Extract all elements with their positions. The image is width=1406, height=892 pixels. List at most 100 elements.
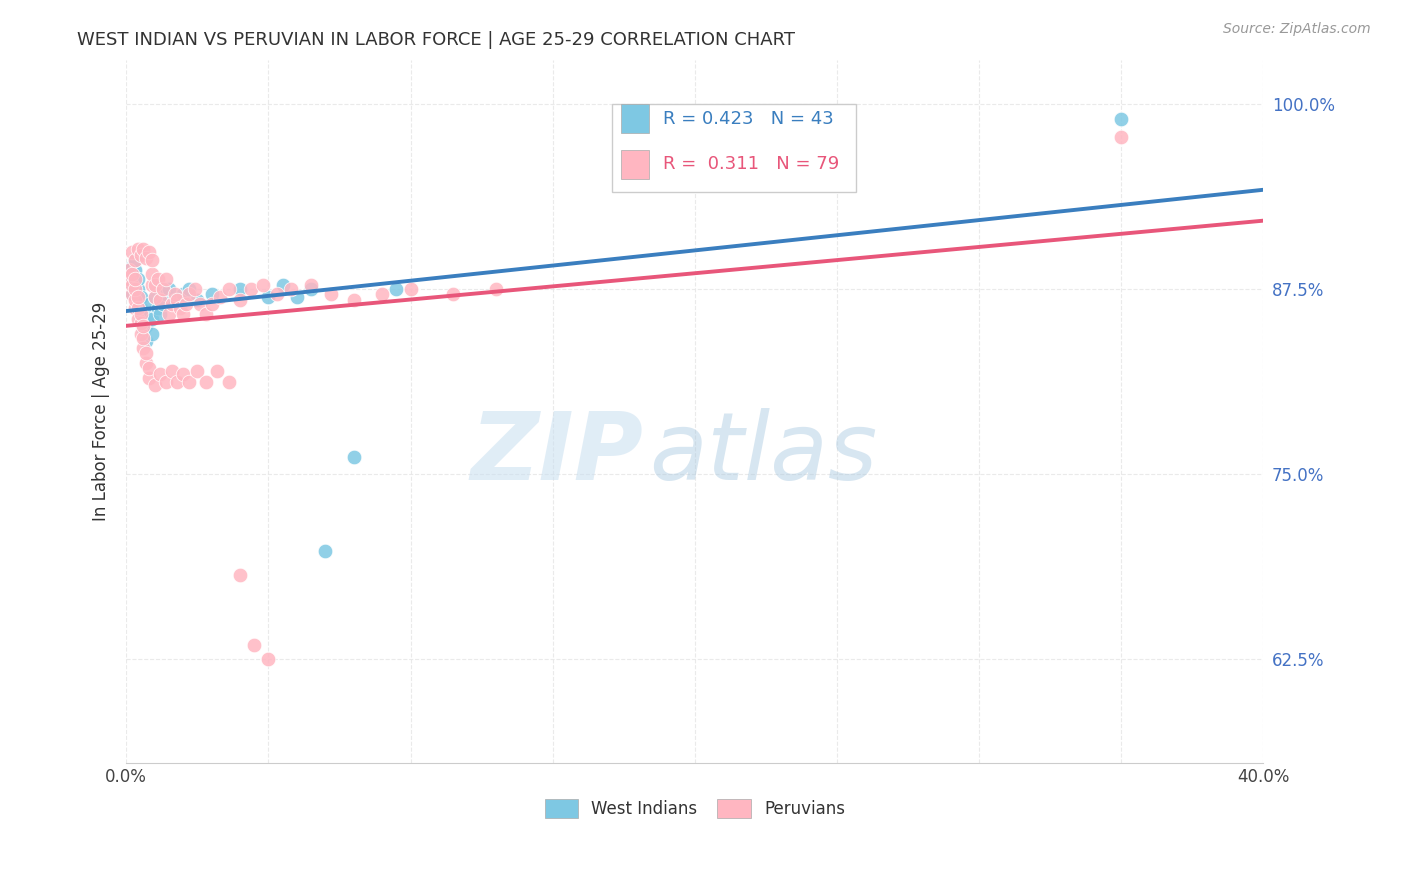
- Point: [135, 334, 157, 348]
- Point: [314, 544, 336, 558]
- Point: [141, 252, 163, 267]
- Point: [285, 289, 308, 303]
- Point: [127, 272, 149, 286]
- Point: [138, 297, 160, 311]
- Text: atlas: atlas: [650, 408, 877, 500]
- Point: [399, 282, 422, 296]
- Point: [152, 297, 174, 311]
- Point: [118, 263, 141, 277]
- Point: [124, 263, 146, 277]
- Point: [141, 311, 163, 326]
- Point: [266, 286, 288, 301]
- Point: [183, 282, 205, 296]
- Point: [194, 307, 217, 321]
- Point: [218, 376, 240, 390]
- Point: [172, 307, 194, 321]
- Point: [194, 376, 217, 390]
- Point: [141, 277, 163, 292]
- Point: [132, 322, 155, 336]
- Point: [343, 450, 366, 464]
- Point: [129, 307, 152, 321]
- Point: [271, 277, 294, 292]
- Point: [343, 293, 366, 307]
- Point: [146, 301, 169, 316]
- Point: [1111, 112, 1133, 126]
- Point: [155, 376, 177, 390]
- Point: [485, 282, 508, 296]
- Point: [124, 293, 146, 307]
- Point: [143, 277, 166, 292]
- Point: [118, 263, 141, 277]
- Point: [371, 286, 394, 301]
- Point: [141, 326, 163, 341]
- Point: [135, 319, 157, 334]
- FancyBboxPatch shape: [612, 104, 856, 192]
- Point: [127, 289, 149, 303]
- Point: [132, 319, 155, 334]
- Point: [127, 301, 149, 316]
- Point: [209, 289, 232, 303]
- Point: [157, 282, 180, 296]
- Point: [157, 307, 180, 321]
- Point: [143, 289, 166, 303]
- Point: [177, 282, 200, 296]
- Point: [257, 652, 280, 666]
- Point: [132, 311, 155, 326]
- Point: [138, 360, 160, 375]
- Point: [135, 346, 157, 360]
- Point: [385, 282, 408, 296]
- Point: [138, 245, 160, 260]
- Point: [127, 242, 149, 256]
- Point: [121, 260, 143, 274]
- Point: [132, 342, 155, 356]
- Point: [200, 297, 222, 311]
- Point: [229, 282, 252, 296]
- Point: [218, 282, 240, 296]
- Point: [135, 356, 157, 370]
- Point: [240, 282, 263, 296]
- Text: R = 0.423   N = 43: R = 0.423 N = 43: [664, 110, 834, 128]
- Point: [280, 282, 302, 296]
- Point: [166, 376, 188, 390]
- Point: [129, 311, 152, 326]
- Point: [132, 331, 155, 345]
- Point: [155, 272, 177, 286]
- Point: [200, 286, 222, 301]
- Point: [160, 364, 183, 378]
- Text: Source: ZipAtlas.com: Source: ZipAtlas.com: [1223, 22, 1371, 37]
- Point: [149, 367, 172, 381]
- Point: [121, 245, 143, 260]
- Point: [127, 311, 149, 326]
- Point: [124, 301, 146, 316]
- Point: [257, 289, 280, 303]
- Text: R =  0.311   N = 79: R = 0.311 N = 79: [664, 155, 839, 173]
- Point: [155, 286, 177, 301]
- Point: [146, 272, 169, 286]
- Point: [124, 252, 146, 267]
- Point: [186, 364, 208, 378]
- Bar: [621, 150, 650, 179]
- Point: [174, 297, 197, 311]
- Point: [166, 293, 188, 307]
- Point: [129, 289, 152, 303]
- Point: [132, 242, 155, 256]
- Point: [124, 282, 146, 296]
- Point: [135, 251, 157, 265]
- Point: [152, 282, 174, 296]
- Point: [229, 568, 252, 582]
- Point: [124, 252, 146, 267]
- Point: [163, 293, 186, 307]
- Point: [160, 297, 183, 311]
- Point: [319, 286, 342, 301]
- Point: [129, 326, 152, 341]
- Bar: [621, 104, 650, 134]
- Point: [188, 297, 211, 311]
- Text: WEST INDIAN VS PERUVIAN IN LABOR FORCE | AGE 25-29 CORRELATION CHART: WEST INDIAN VS PERUVIAN IN LABOR FORCE |…: [77, 31, 796, 49]
- Point: [169, 301, 191, 316]
- Point: [149, 307, 172, 321]
- Point: [149, 293, 172, 307]
- Y-axis label: In Labor Force | Age 25-29: In Labor Force | Age 25-29: [93, 301, 110, 521]
- Point: [124, 282, 146, 296]
- Point: [177, 286, 200, 301]
- Point: [118, 272, 141, 286]
